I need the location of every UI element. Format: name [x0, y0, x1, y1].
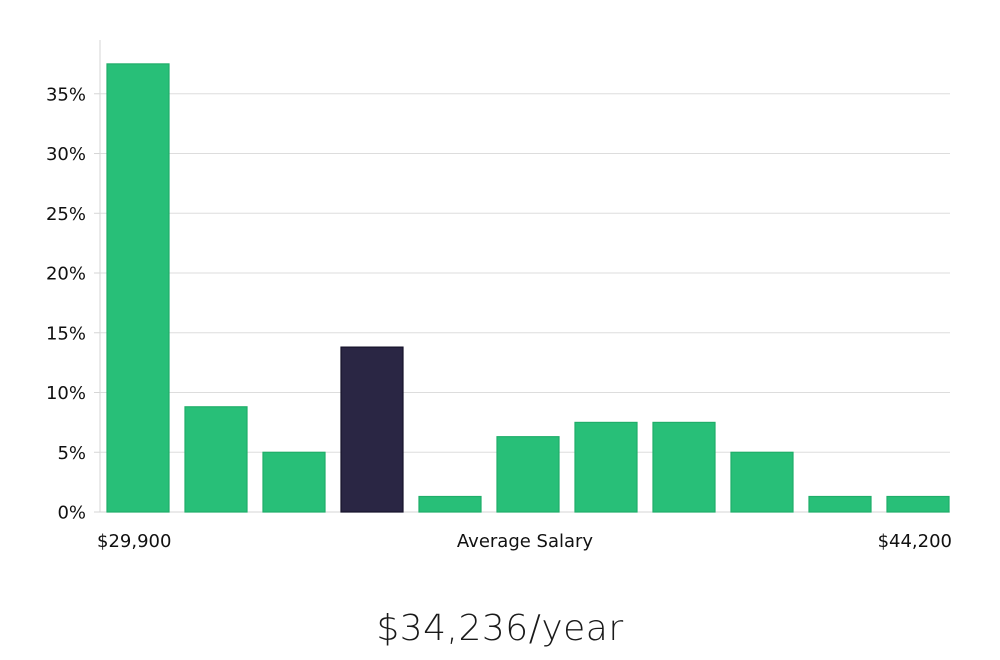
bar-highlighted	[340, 346, 404, 513]
y-tick-labels: 0% 5% 10% 15% 20% 25% 30% 35%	[46, 84, 100, 524]
y-tick-label: 0%	[57, 503, 86, 524]
y-tick-label: 35%	[46, 84, 86, 105]
bar	[496, 436, 560, 513]
bars	[106, 63, 950, 513]
average-salary-value: $34,236/year	[376, 608, 624, 649]
bar	[730, 451, 794, 513]
y-tick-label: 25%	[46, 204, 86, 225]
y-tick-label: 30%	[46, 144, 86, 165]
salary-histogram: 0% 5% 10% 15% 20% 25% 30% 35% $29,900 Average S…	[46, 40, 952, 552]
x-min-label: $29,900	[97, 531, 171, 552]
y-tick-label: 5%	[57, 443, 86, 464]
y-tick-label: 15%	[46, 323, 86, 344]
bar	[184, 406, 248, 513]
bar	[886, 495, 950, 513]
bar	[574, 421, 638, 513]
x-axis-title: Average Salary	[457, 531, 594, 552]
gridlines	[100, 93, 950, 513]
bar	[418, 495, 482, 513]
bar	[652, 421, 716, 513]
bar	[106, 63, 170, 513]
bar	[262, 451, 326, 513]
y-tick-label: 20%	[46, 264, 86, 285]
y-tick-label: 10%	[46, 383, 86, 404]
x-max-label: $44,200	[878, 531, 952, 552]
bar	[808, 495, 872, 513]
